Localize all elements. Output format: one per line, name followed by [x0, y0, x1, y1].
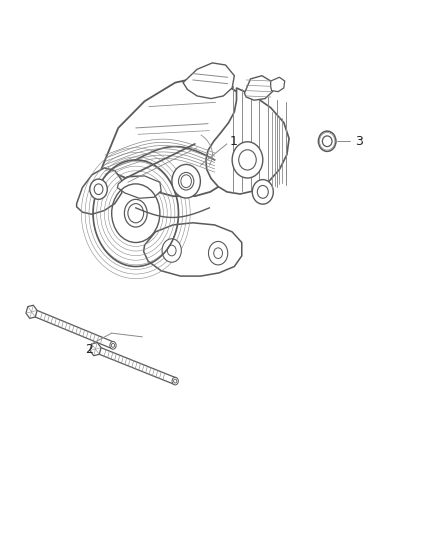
Circle shape [162, 239, 181, 262]
Polygon shape [77, 168, 122, 214]
Polygon shape [117, 176, 161, 198]
Circle shape [110, 342, 116, 349]
Ellipse shape [318, 131, 336, 151]
Ellipse shape [90, 179, 107, 199]
Ellipse shape [232, 142, 263, 178]
Text: 3: 3 [355, 135, 363, 148]
Circle shape [208, 241, 228, 265]
Text: 2: 2 [85, 343, 93, 356]
Polygon shape [244, 76, 272, 100]
Polygon shape [144, 223, 242, 276]
Polygon shape [183, 63, 234, 99]
Polygon shape [206, 88, 289, 194]
Polygon shape [90, 343, 101, 356]
Polygon shape [271, 77, 285, 92]
Polygon shape [26, 305, 37, 318]
Circle shape [172, 377, 178, 385]
Ellipse shape [252, 180, 273, 204]
Ellipse shape [172, 164, 201, 198]
Polygon shape [101, 77, 253, 196]
Text: 1: 1 [230, 135, 238, 148]
